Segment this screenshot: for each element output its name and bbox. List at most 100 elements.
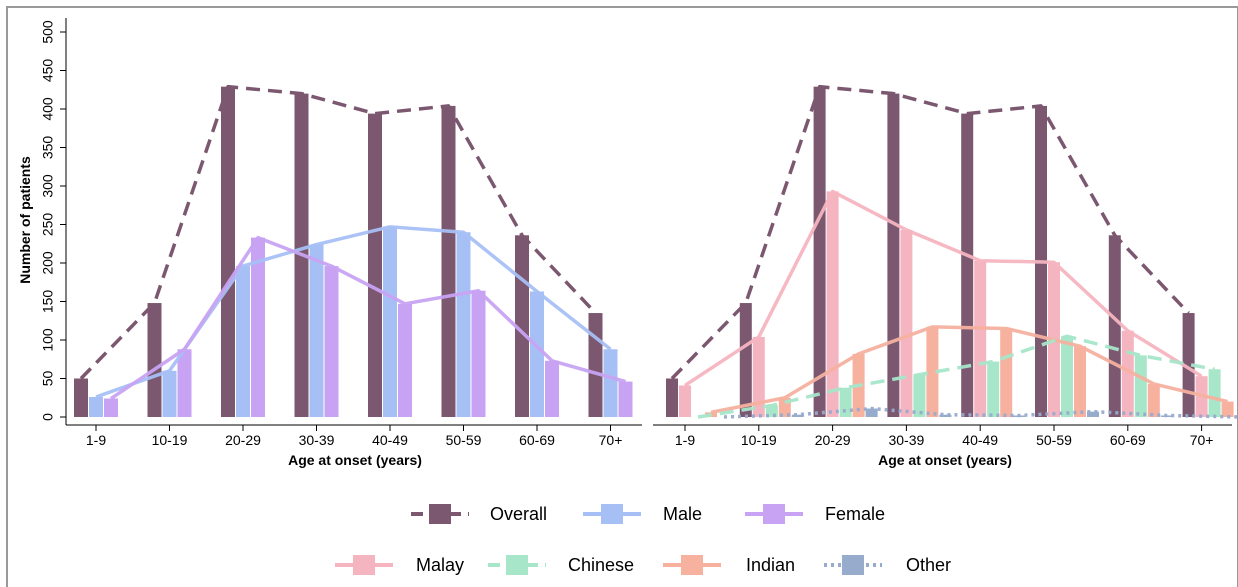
legend-item-overall: Overall: [411, 504, 547, 524]
legend-overall-label: Overall: [490, 504, 547, 524]
bar-male: [530, 291, 544, 417]
bar-male: [603, 349, 618, 417]
y-tick-label: 200: [40, 251, 56, 275]
x-tick-label: 1-9: [675, 432, 695, 448]
figure-border: [6, 6, 1238, 587]
x-tick-label: 70+: [599, 432, 623, 448]
panel-2-lines: [670, 84, 1238, 419]
bar-male: [89, 396, 103, 417]
bar-female: [251, 237, 265, 417]
x-tick-label: 30-39: [888, 432, 924, 448]
bar-overall: [221, 86, 235, 418]
y-tick-label: 150: [40, 290, 56, 314]
legend-female-label: Female: [825, 504, 885, 524]
x-tick-label: 40-49: [372, 432, 408, 448]
bar-malay: [752, 336, 765, 417]
bar-female: [104, 398, 118, 417]
y-tick-label: 450: [40, 59, 56, 83]
x-tick-label: 60-69: [519, 432, 555, 448]
x-tick-label: 1-9: [86, 432, 106, 448]
bar-indian: [1221, 401, 1234, 417]
x-tick-label: 20-29: [225, 432, 261, 448]
legend-chinese-label: Chinese: [568, 555, 634, 575]
line-malay: [684, 189, 1203, 387]
y-tick-label: 350: [40, 136, 56, 160]
bar-chinese: [1061, 336, 1073, 417]
x-tick-label: 30-39: [299, 432, 335, 448]
bar-chinese: [913, 374, 926, 417]
bar-overall: [368, 113, 382, 418]
line-other: [723, 406, 1238, 419]
bar-overall: [147, 303, 162, 417]
bar-female: [618, 381, 633, 417]
bar-overall: [961, 113, 974, 418]
bar-male: [309, 244, 324, 417]
bar-other: [791, 414, 804, 417]
legend-item-indian: Indian: [663, 555, 795, 575]
bar-chinese: [1208, 369, 1221, 417]
bar-malay: [679, 385, 691, 417]
bar-chinese: [839, 387, 852, 417]
bar-male: [236, 266, 250, 417]
y-tick-label: 250: [40, 213, 56, 237]
x-tick-label: 70+: [1190, 432, 1214, 448]
bar-overall: [74, 378, 88, 417]
y-tick-label: 0: [40, 413, 56, 421]
legend-malay-swatch: [353, 555, 375, 575]
x-tick-label: 60-69: [1110, 432, 1146, 448]
legend-indian-label: Indian: [746, 555, 795, 575]
bar-chinese: [1134, 355, 1147, 417]
legend-other-label: Other: [906, 555, 951, 575]
bar-chinese: [765, 405, 778, 417]
panel-1-x-ticks: 1-9 10-19 20-29 30-39 40-49 50-59 60-69 70+: [86, 425, 622, 448]
bar-overall: [441, 105, 456, 418]
line-chinese: [697, 334, 1215, 419]
bar-malay: [974, 260, 987, 417]
legend-chinese-swatch: [506, 555, 528, 575]
bar-female: [324, 266, 339, 417]
x-tick-label: 10-19: [741, 432, 777, 448]
line-indian: [710, 325, 1229, 415]
line-female: [110, 235, 626, 400]
y-tick-label: 50: [40, 371, 56, 387]
y-tick-label: 100: [40, 328, 56, 352]
bar-indian: [1000, 328, 1013, 417]
legend-male-label: Male: [663, 504, 702, 524]
legend-overall-swatch: [429, 504, 451, 524]
bar-overall: [588, 313, 603, 417]
panel-2-bars: [666, 86, 1234, 418]
bar-malay: [900, 229, 913, 417]
panel-2-x-axis-title: Age at onset (years): [878, 452, 1012, 468]
bar-female: [471, 290, 486, 417]
bar-female: [398, 303, 412, 417]
panel-1-y-ticks: 0 50 100 150 200 250 300 350 400 450 500: [40, 20, 66, 421]
legend-item-female: Female: [745, 504, 885, 524]
legend-male-swatch: [601, 504, 623, 524]
x-tick-label: 50-59: [446, 432, 482, 448]
bar-overall: [887, 93, 900, 417]
bar-indian: [1074, 346, 1086, 417]
line-overall: [79, 84, 597, 380]
legend-malay-label: Malay: [416, 555, 464, 575]
legend-item-chinese: Chinese: [488, 555, 634, 575]
x-tick-label: 50-59: [1036, 432, 1072, 448]
x-tick-label: 40-49: [962, 432, 998, 448]
y-tick-label: 500: [40, 20, 56, 44]
bar-male: [456, 232, 471, 417]
bar-other: [1087, 411, 1099, 417]
panel-1-x-axis-title: Age at onset (years): [288, 452, 422, 468]
bar-other: [939, 414, 952, 417]
panel-1: 0 50 100 150 200 250 300 350 400 450 500 1-9 10-19 2…: [17, 18, 642, 468]
line-overall: [670, 84, 1190, 380]
bar-indian: [926, 326, 939, 417]
bar-overall: [739, 303, 752, 417]
panel-2-x-ticks: 1-9 10-19 20-29 30-39 40-49 50-59 60-69 70+: [675, 425, 1214, 448]
bar-overall: [666, 378, 678, 417]
bar-overall: [1108, 235, 1121, 417]
legend: Overall Male Female Malay Chinese: [335, 504, 951, 575]
x-tick-label: 20-29: [815, 432, 851, 448]
legend-item-malay: Malay: [335, 555, 464, 575]
bar-chinese: [987, 361, 1000, 417]
